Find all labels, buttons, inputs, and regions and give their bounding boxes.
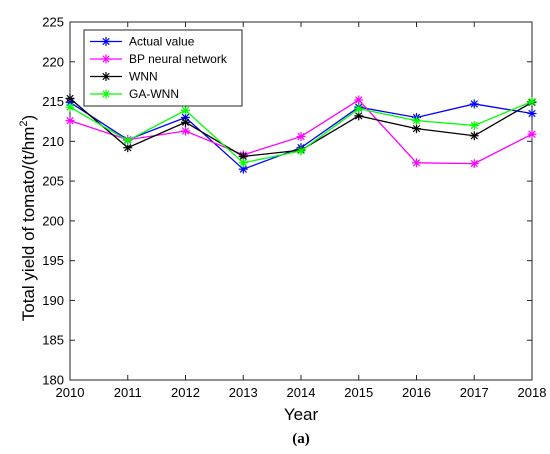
y-axis-title: Total yield of tomato/(t/hm2) — [18, 115, 38, 321]
legend-entry: Actual value — [90, 35, 195, 49]
y-tick-label: 195 — [42, 253, 64, 268]
data-point-marker — [469, 131, 479, 141]
data-point-marker — [65, 102, 75, 112]
data-point-marker — [296, 146, 306, 156]
data-point-marker — [469, 120, 479, 130]
y-tick-label: 180 — [42, 373, 64, 388]
x-axis-title: Year — [284, 405, 319, 424]
legend-marker — [101, 54, 111, 64]
data-point-marker — [238, 158, 248, 168]
y-axis-title-main: Total yield of tomato/(t/hm — [19, 127, 38, 322]
legend-marker — [101, 72, 111, 81]
y-tick-label: 190 — [42, 293, 64, 308]
y-tick-label: 225 — [42, 15, 64, 30]
legend-entry: BP neural network — [90, 52, 228, 66]
data-point-marker — [181, 126, 190, 136]
series-3 — [65, 97, 537, 168]
y-tick-label: 220 — [42, 54, 64, 69]
data-point-marker — [354, 95, 364, 105]
figure-caption: (a) — [292, 431, 310, 447]
data-point-marker — [65, 116, 75, 126]
legend-entry: GA-WNN — [90, 87, 179, 101]
x-tick-label: 2016 — [402, 385, 431, 400]
data-point-marker — [181, 117, 190, 127]
legend-label: BP neural network — [129, 52, 228, 66]
caption-open: ( — [292, 431, 297, 447]
legend-label: WNN — [129, 70, 158, 84]
data-point-marker — [527, 108, 537, 118]
data-point-marker — [354, 104, 364, 114]
x-tick-label: 2012 — [171, 385, 200, 400]
y-tick-label: 210 — [42, 134, 64, 149]
legend-label: GA-WNN — [129, 87, 179, 101]
legend-entry: WNN — [90, 70, 158, 84]
data-point-marker — [412, 158, 421, 168]
y-axis-title-close: ) — [19, 115, 38, 121]
x-tick-label: 2011 — [114, 385, 142, 400]
caption-close: ) — [305, 431, 310, 447]
caption-letter: a — [297, 431, 305, 447]
data-point-marker — [181, 105, 190, 115]
legend: Actual value BP neural network WNN GA-WNN — [83, 29, 243, 107]
legend-marker — [101, 37, 111, 46]
data-point-marker — [527, 129, 537, 139]
data-point-marker — [527, 97, 537, 107]
x-tick-label: 2018 — [518, 385, 547, 400]
legend-box — [83, 29, 243, 107]
y-tick-label: 215 — [42, 94, 64, 109]
y-tick-label: 205 — [42, 174, 64, 189]
legend-marker — [101, 89, 111, 99]
y-tick-label: 200 — [42, 213, 64, 228]
series-layer — [65, 93, 537, 174]
y-tick-label: 185 — [42, 333, 64, 348]
x-tick-label: 2017 — [460, 385, 489, 400]
data-point-marker — [469, 159, 479, 169]
x-tick-label: 2015 — [344, 385, 373, 400]
x-tick-label: 2014 — [287, 385, 316, 400]
data-point-marker — [65, 93, 75, 103]
y-axis-title-superscript: 2 — [18, 120, 30, 126]
data-point-marker — [469, 99, 479, 109]
data-point-marker — [123, 136, 133, 146]
data-point-marker — [412, 116, 421, 126]
data-point-marker — [412, 124, 421, 134]
x-tick-label: 2013 — [229, 385, 258, 400]
legend-label: Actual value — [129, 35, 195, 49]
data-point-marker — [296, 132, 306, 142]
x-tick-label: 2010 — [56, 385, 85, 400]
